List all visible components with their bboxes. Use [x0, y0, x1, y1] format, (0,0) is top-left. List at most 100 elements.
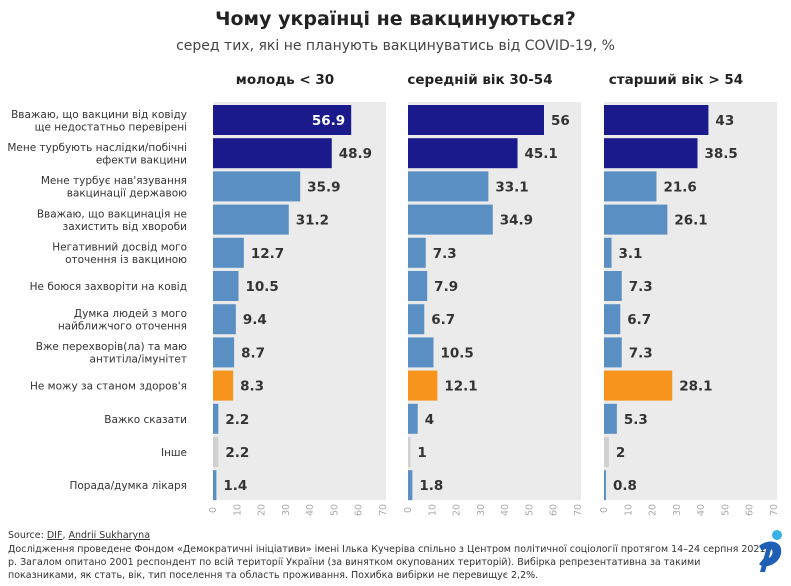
- bar: [604, 271, 622, 301]
- bar: [408, 470, 413, 501]
- data-label: 7.3: [433, 246, 457, 262]
- x-tick-label: 30: [672, 504, 683, 516]
- x-tick-label: 20: [257, 504, 268, 516]
- category-label: Мене турбують наслідки/побічні: [7, 142, 187, 154]
- category-label: антитіла/імунітет: [90, 354, 187, 366]
- footer-source: Source: DIF, Andrii Sukharyna: [8, 530, 150, 541]
- bar: [604, 304, 621, 335]
- data-label: 12.1: [444, 379, 477, 395]
- data-label: 8.3: [240, 379, 264, 395]
- data-label: 21.6: [663, 179, 696, 195]
- x-tick-label: 40: [500, 504, 511, 516]
- data-label: 1.8: [419, 478, 443, 494]
- x-tick-label: 60: [549, 504, 560, 516]
- x-tick-label: 10: [427, 504, 438, 516]
- bar: [213, 171, 301, 202]
- bar: [604, 105, 709, 135]
- data-label: 9.4: [243, 312, 267, 328]
- data-label: 43: [715, 113, 734, 129]
- x-tick-label: 50: [329, 504, 340, 516]
- category-label: Негативний досвід мого: [52, 242, 187, 254]
- bar: [604, 437, 609, 467]
- x-tick-label: 20: [648, 504, 659, 516]
- data-label: 28.1: [679, 379, 712, 395]
- data-label: 34.9: [500, 213, 533, 229]
- footer-note-line-1: Дослідження проведене Фондом «Демократич…: [8, 544, 766, 555]
- bar: [408, 105, 544, 135]
- category-label: найближчого оточення: [58, 320, 187, 332]
- data-label: 10.5: [441, 345, 474, 361]
- bar: [604, 138, 698, 169]
- bar: [604, 237, 612, 268]
- bar: [408, 171, 489, 202]
- data-label: 2.2: [225, 445, 249, 461]
- bar: [604, 337, 622, 368]
- x-tick-label: 30: [281, 504, 292, 516]
- data-label: 7.3: [629, 279, 653, 295]
- bar: [604, 403, 617, 434]
- category-label: оточення із вакциною: [65, 254, 187, 266]
- panel-header: старший вік > 54: [609, 72, 743, 88]
- bar: [408, 337, 434, 368]
- data-label: 5.3: [624, 412, 648, 428]
- bar: [604, 370, 673, 401]
- bar: [408, 370, 438, 401]
- bar: [213, 271, 239, 301]
- x-tick-label: 70: [378, 504, 389, 516]
- bar: [408, 138, 518, 169]
- x-tick-label: 60: [745, 504, 756, 516]
- data-label: 6.7: [431, 312, 455, 328]
- data-label: 2.2: [225, 412, 249, 428]
- chart-title: Чому українці не вакцинуються?: [215, 8, 576, 30]
- footer-note-line-3: показниками, як стать, вік, тип поселенн…: [8, 570, 539, 581]
- bar: [213, 470, 217, 501]
- footer-note-line-2: р. Загалом опитано 2001 респондент по вс…: [8, 557, 701, 568]
- data-label: 26.1: [674, 213, 707, 229]
- bar: [213, 437, 219, 467]
- x-tick-label: 30: [476, 504, 487, 516]
- data-label: 31.2: [296, 213, 329, 229]
- category-label: Думка людей з мого: [74, 308, 187, 320]
- data-label: 48.9: [339, 146, 372, 162]
- dif-logo-icon: [759, 530, 782, 572]
- bar: [213, 204, 289, 235]
- data-label: 10.5: [246, 279, 279, 295]
- x-tick-label: 10: [623, 504, 634, 516]
- data-label: 56.9: [312, 113, 345, 129]
- bar: [604, 171, 657, 202]
- bar: [408, 204, 493, 235]
- source-separator: ,: [62, 530, 69, 541]
- bar: [604, 204, 668, 235]
- source-link-dif[interactable]: DIF: [46, 530, 63, 541]
- x-tick-label: 40: [305, 504, 316, 516]
- category-label: Важко сказати: [104, 414, 187, 426]
- category-label: Вже перехворів(ла) та маю: [36, 341, 187, 353]
- data-label: 8.7: [241, 345, 265, 361]
- chart-subtitle: серед тих, які не планують вакцинуватись…: [176, 38, 615, 54]
- category-label: Вважаю, що вакцинація не: [37, 208, 187, 220]
- category-label: Мене турбує нав'язування: [41, 175, 187, 187]
- bar: [408, 237, 426, 268]
- category-label: Вважаю, що вакцини від ковіду: [11, 109, 187, 121]
- source-link-author[interactable]: Andrii Sukharyna: [68, 530, 151, 541]
- panel-background: [604, 102, 777, 500]
- bar: [408, 271, 428, 301]
- x-tick-label: 10: [232, 504, 243, 516]
- x-tick-label: 20: [452, 504, 463, 516]
- bar-chart: молодь < 30 56.9 48.9 35.9 31.2 12.7 10.5 9.4 8.…: [7, 72, 780, 516]
- bar: [408, 403, 418, 434]
- data-label: 3.1: [619, 246, 643, 262]
- bar: [213, 304, 236, 335]
- data-label: 4: [425, 412, 434, 428]
- x-tick-label: 60: [354, 504, 365, 516]
- category-label: Не можу за станом здоров'я: [30, 381, 187, 393]
- bar: [213, 105, 352, 135]
- bar: [213, 237, 244, 268]
- category-label: ефекти вакцини: [96, 154, 187, 166]
- bar: [213, 403, 219, 434]
- data-label: 7.3: [629, 345, 653, 361]
- category-label: захистить від хвороби: [63, 221, 187, 233]
- data-label: 6.7: [627, 312, 651, 328]
- data-label: 12.7: [251, 246, 284, 262]
- data-label: 2: [616, 445, 625, 461]
